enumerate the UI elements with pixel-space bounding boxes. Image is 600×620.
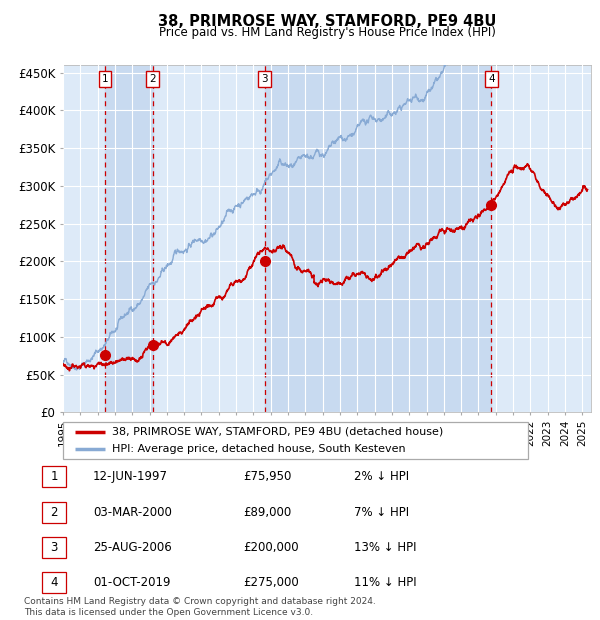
Text: 7% ↓ HPI: 7% ↓ HPI (354, 506, 409, 518)
Text: £200,000: £200,000 (243, 541, 299, 554)
Text: Price paid vs. HM Land Registry's House Price Index (HPI): Price paid vs. HM Land Registry's House … (158, 26, 496, 39)
Bar (105, 65, 152, 412)
Text: 1: 1 (102, 74, 109, 84)
Text: Contains HM Land Registry data © Crown copyright and database right 2024.
This d: Contains HM Land Registry data © Crown c… (24, 598, 376, 617)
Text: 12-JUN-1997: 12-JUN-1997 (93, 470, 168, 482)
Bar (265, 65, 491, 412)
Text: £75,950: £75,950 (243, 470, 292, 482)
Text: 38, PRIMROSE WAY, STAMFORD, PE9 4BU (detached house): 38, PRIMROSE WAY, STAMFORD, PE9 4BU (det… (112, 427, 443, 436)
Text: 3: 3 (50, 541, 58, 554)
Text: HPI: Average price, detached house, South Kesteven: HPI: Average price, detached house, Sout… (112, 444, 406, 454)
Text: 13% ↓ HPI: 13% ↓ HPI (354, 541, 416, 554)
Text: 25-AUG-2006: 25-AUG-2006 (93, 541, 172, 554)
Text: 38, PRIMROSE WAY, STAMFORD, PE9 4BU: 38, PRIMROSE WAY, STAMFORD, PE9 4BU (158, 14, 496, 29)
Text: 01-OCT-2019: 01-OCT-2019 (93, 577, 170, 589)
Text: 4: 4 (488, 74, 495, 84)
Text: 2: 2 (149, 74, 156, 84)
Text: 3: 3 (262, 74, 268, 84)
Text: 4: 4 (50, 577, 58, 589)
Text: 2% ↓ HPI: 2% ↓ HPI (354, 470, 409, 482)
Text: 2: 2 (50, 506, 58, 518)
Text: 03-MAR-2000: 03-MAR-2000 (93, 506, 172, 518)
Text: £89,000: £89,000 (243, 506, 291, 518)
FancyBboxPatch shape (63, 422, 528, 459)
Text: £275,000: £275,000 (243, 577, 299, 589)
Text: 11% ↓ HPI: 11% ↓ HPI (354, 577, 416, 589)
Text: 1: 1 (50, 470, 58, 482)
